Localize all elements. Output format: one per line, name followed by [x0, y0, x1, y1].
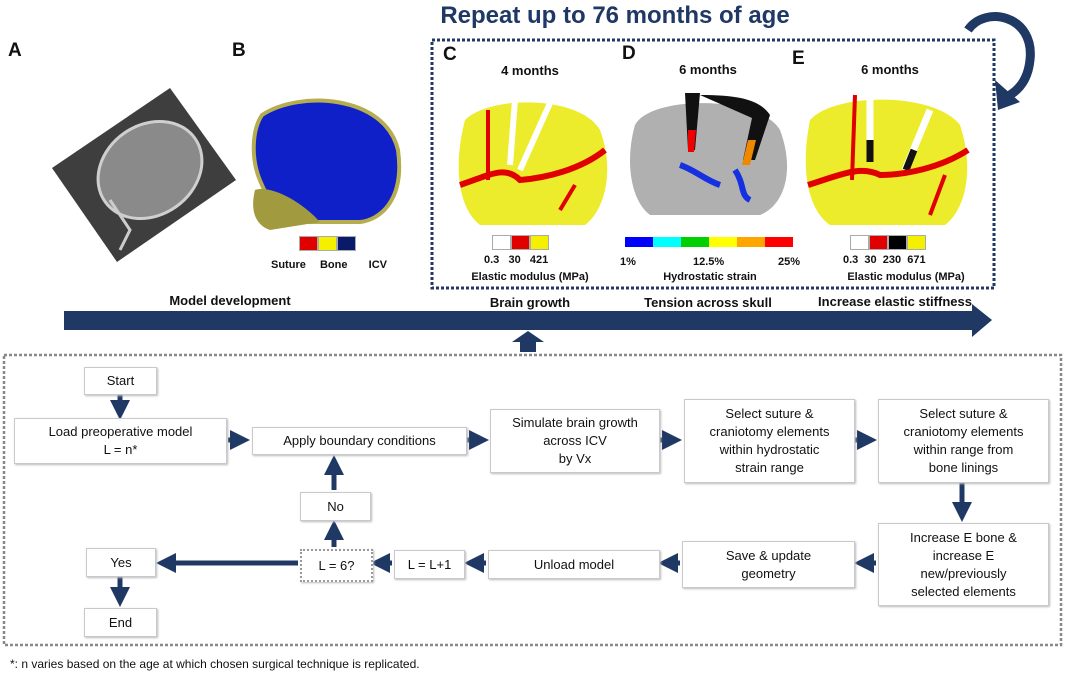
repeat-arrow-head	[995, 80, 1020, 110]
panel-letter-a: A	[8, 40, 22, 61]
flow-text: craniotomy elements	[709, 424, 830, 439]
age-e: 6 months	[861, 62, 919, 77]
repeat-title: Repeat up to 76 months of age	[440, 2, 790, 29]
swatch-suture	[299, 236, 318, 251]
legend-e-values: 0.3 30 230 671	[843, 254, 926, 266]
flow-end: End	[84, 608, 157, 637]
timeline-arrow-head	[972, 304, 992, 337]
legend-d-max: 25%	[778, 256, 801, 268]
flow-text: Simulate brain growth	[512, 415, 638, 430]
ct-scan-image	[52, 88, 236, 262]
legend-d-title: Hydrostatic strain	[663, 271, 757, 283]
flow-text: craniotomy elements	[903, 424, 1024, 439]
legend-value: 0.3	[484, 254, 500, 266]
flow-text: by Vx	[558, 451, 592, 466]
skull-elastic-stiffness	[805, 94, 970, 225]
flow-arrows	[110, 394, 972, 607]
repeat-arrow-icon	[964, 12, 1035, 99]
skull-brain-growth	[458, 99, 608, 225]
caption-elastic-stiffness: Increase elastic stiffness	[818, 294, 972, 309]
flow-load-model: Load preoperative model L = n*	[14, 418, 227, 464]
flow-text: new/previously	[920, 565, 1007, 581]
flow-text: geometry	[741, 565, 796, 581]
swatch-30	[511, 235, 530, 250]
swatch-230	[888, 235, 907, 250]
flow-text: Select suture &	[919, 406, 1008, 421]
legend-value: 421	[529, 254, 549, 266]
flow-start: Start	[84, 367, 157, 395]
legend-c-title: Elastic modulus (MPa)	[471, 271, 589, 283]
flow-text: strain range	[735, 460, 804, 475]
swatch-671	[907, 235, 926, 250]
flow-save-geometry: Save & update geometry	[682, 541, 855, 588]
age-c: 4 months	[501, 63, 559, 78]
flow-text: within range from	[913, 442, 1014, 457]
flow-text: bone linings	[928, 460, 999, 475]
flow-select-hydrostatic: Select suture & craniotomy elements within…	[684, 399, 855, 483]
panel-letter-c: C	[443, 44, 457, 65]
skull-mesh-icv	[251, 98, 402, 230]
swatch-421	[530, 235, 549, 250]
flow-text: L = n*	[103, 442, 138, 457]
flowchart-box	[2, 353, 1063, 647]
swatch-icv	[337, 236, 356, 251]
swatch-0.3	[492, 235, 511, 250]
flow-increment: L = L+1	[394, 550, 465, 579]
legend-e-swatches	[850, 235, 926, 250]
caption-tension: Tension across skull	[644, 295, 772, 310]
legend-b-labels: Suture Bone ICV	[271, 259, 387, 271]
panel-letter-e: E	[792, 48, 805, 69]
legend-d-mid: 12.5%	[693, 256, 725, 268]
flow-text: Select suture &	[725, 406, 814, 421]
age-d: 6 months	[679, 62, 737, 77]
flow-text: increase E	[932, 547, 995, 563]
swatch-bone	[318, 236, 337, 251]
up-arrow	[512, 331, 544, 352]
flow-select-bone-linings: Select suture & craniotomy elements within…	[878, 399, 1049, 483]
legend-suture: Suture	[271, 259, 306, 271]
flow-check-decision: L = 6?	[300, 549, 373, 582]
legend-c-swatches	[492, 235, 549, 250]
flow-text: across ICV	[543, 433, 607, 448]
flow-simulate: Simulate brain growth across ICV by Vx	[490, 409, 660, 473]
footnote: *: n varies based on the age at which ch…	[10, 657, 420, 671]
panel-letter-d: D	[622, 43, 636, 64]
strain-colorbar	[625, 237, 793, 247]
timeline-arrow	[64, 311, 974, 330]
legend-icv: ICV	[368, 259, 387, 271]
legend-e-title: Elastic modulus (MPa)	[847, 271, 965, 283]
caption-model-development: Model development	[169, 293, 291, 308]
panel-letter-b: B	[232, 40, 246, 61]
flow-apply-boundary: Apply boundary conditions	[252, 427, 467, 455]
legend-bone: Bone	[319, 259, 348, 271]
flow-no: No	[300, 492, 371, 521]
swatch-30	[869, 235, 888, 250]
legend-value: 671	[907, 254, 926, 266]
legend-c-values: 0.3 30 421	[484, 254, 548, 266]
flow-text: selected elements	[911, 583, 1016, 599]
caption-brain-growth: Brain growth	[489, 295, 571, 310]
repeat-loop-box	[430, 38, 996, 290]
swatch-0.3	[850, 235, 869, 250]
legend-value: 30	[864, 254, 877, 266]
legend-b-swatches	[299, 236, 356, 251]
flow-yes: Yes	[86, 548, 156, 577]
legend-d-min: 1%	[620, 256, 636, 268]
flow-text: Load preoperative model	[48, 424, 193, 439]
legend-value: 230	[882, 254, 902, 266]
flow-text: Increase E bone &	[910, 529, 1017, 545]
legend-value: 0.3	[843, 254, 859, 266]
flow-increase-e: Increase E bone & increase E new/previousl…	[878, 523, 1049, 606]
flow-text: Save & update	[725, 547, 812, 563]
flow-text: within hydrostatic	[719, 442, 820, 457]
skull-hydrostatic-strain	[630, 93, 788, 215]
legend-value: 30	[508, 254, 521, 266]
flow-unload-model: Unload model	[488, 550, 660, 579]
